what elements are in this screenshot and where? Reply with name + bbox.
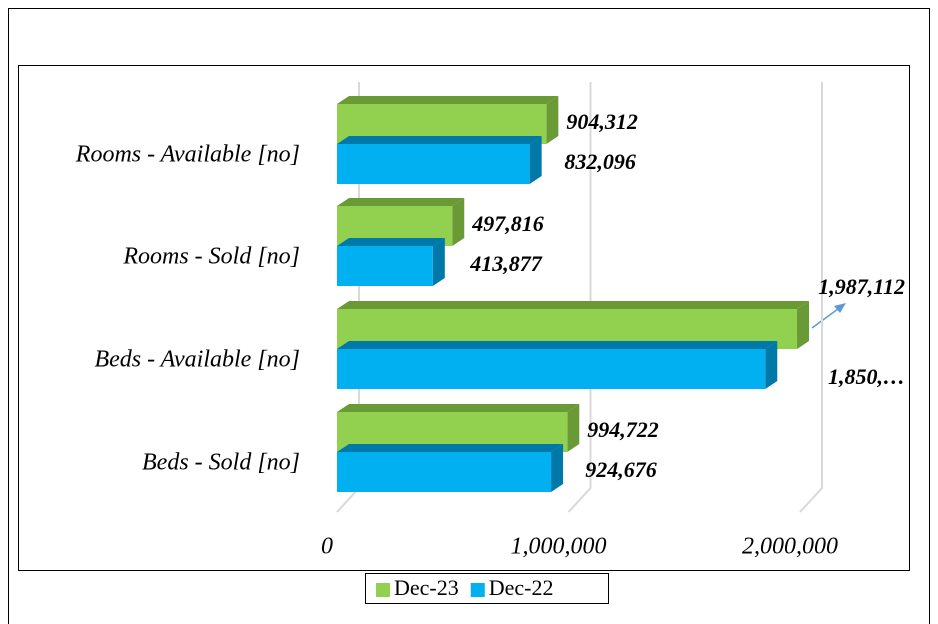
bar-top — [337, 238, 445, 246]
legend-swatch — [376, 583, 390, 597]
bar-side — [567, 404, 580, 452]
bar-side — [797, 301, 810, 349]
bar-front — [337, 349, 766, 389]
bar-side — [546, 96, 559, 144]
data-label: 994,722 — [587, 417, 659, 442]
legend-label: Dec-22 — [489, 575, 554, 600]
data-label: 1,987,112 — [818, 274, 905, 299]
bar-front — [337, 452, 552, 492]
legend-swatch — [470, 583, 485, 597]
plot-border — [18, 65, 910, 571]
data-label: 497,816 — [471, 211, 543, 236]
bar-side — [765, 341, 778, 389]
legend-label: Dec-23 — [394, 575, 459, 600]
bar-side — [452, 198, 465, 246]
bar-top — [337, 96, 559, 104]
bar-side — [529, 136, 542, 184]
bar-side — [551, 444, 564, 492]
bar-top — [337, 198, 465, 206]
bar — [337, 341, 778, 389]
grid-line — [567, 82, 592, 513]
data-label: 832,096 — [564, 149, 636, 174]
bar-front — [337, 144, 530, 184]
bar — [337, 238, 445, 286]
leader-arrow — [834, 303, 846, 313]
category-label: Rooms - Sold [no] — [122, 244, 300, 270]
bar-top — [337, 341, 778, 349]
bar — [337, 136, 542, 184]
bar-top — [337, 301, 810, 309]
x-tick-label: 1,000,000 — [511, 534, 607, 560]
x-tick-label: 0 — [321, 534, 333, 560]
data-label: 924,676 — [585, 457, 657, 482]
bar-side — [432, 238, 445, 286]
category-label: Beds - Sold [no] — [142, 450, 300, 476]
outer-border — [8, 8, 930, 624]
data-label: 413,877 — [469, 251, 542, 276]
bar-front — [337, 246, 433, 286]
category-label: Beds - Available [no] — [94, 347, 300, 373]
bar-top — [337, 404, 580, 412]
data-label: 1,850,… — [828, 364, 905, 389]
bar — [337, 444, 564, 492]
data-label: 904,312 — [566, 109, 638, 134]
leader-line — [811, 305, 843, 329]
x-tick-label: 2,000,000 — [742, 534, 838, 560]
grid-line — [799, 82, 823, 513]
legend-box — [365, 573, 609, 604]
category-label: Rooms - Available [no] — [75, 142, 300, 168]
bar-top — [337, 444, 564, 452]
bar-top — [337, 136, 542, 144]
